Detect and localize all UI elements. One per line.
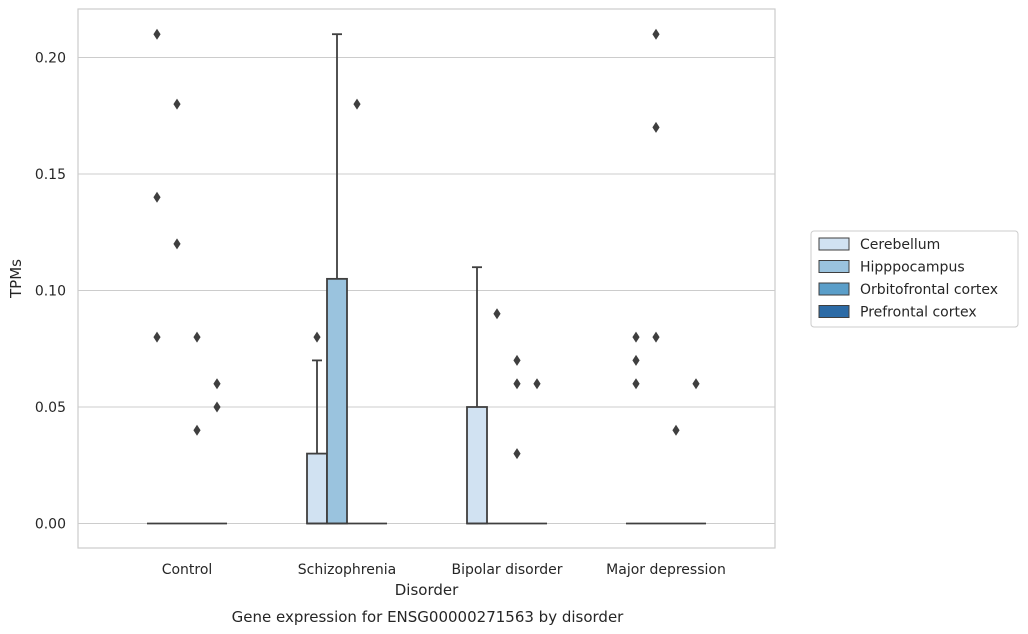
x-tick-label: Major depression bbox=[606, 562, 726, 578]
legend: Cerebellum Hipppocampus Orbitofrontal cort… bbox=[810, 230, 1019, 328]
outlier-point bbox=[513, 354, 521, 366]
outlier-point bbox=[533, 378, 541, 390]
outlier-point bbox=[193, 331, 201, 343]
boxes-layer bbox=[147, 28, 706, 525]
outlier-point bbox=[313, 331, 321, 343]
y-tick-label: 0.20 bbox=[35, 51, 66, 67]
outlier-point bbox=[632, 354, 640, 366]
legend-label: Cerebellum bbox=[860, 237, 940, 253]
box-schizophrenia-hipppocampus bbox=[326, 33, 348, 525]
legend-swatch bbox=[818, 237, 850, 251]
y-axis-label: TPMs bbox=[7, 259, 25, 299]
box-iqr bbox=[306, 452, 328, 525]
box-schizophrenia-cerebellum bbox=[306, 331, 328, 525]
x-axis-label: Disorder bbox=[395, 581, 459, 599]
box-control-hipppocampus bbox=[167, 98, 187, 525]
box-major-depression-cerebellum bbox=[626, 331, 646, 525]
box-control-orbitofrontal-cortex bbox=[187, 331, 207, 525]
outlier-point bbox=[153, 191, 161, 203]
chart-caption: Gene expression for ENSG00000271563 by d… bbox=[232, 608, 625, 626]
box-control-cerebellum bbox=[147, 28, 167, 525]
y-tick-label: 0.05 bbox=[35, 400, 66, 416]
outlier-point bbox=[153, 331, 161, 343]
plot-frame bbox=[77, 8, 776, 549]
box-bipolar-disorder-prefrontal-cortex bbox=[527, 378, 547, 525]
legend-item: Hipppocampus bbox=[818, 260, 965, 276]
x-tick-labels: Control Schizophrenia Bipolar disorder Majo… bbox=[162, 562, 726, 578]
legend-item: Orbitofrontal cortex bbox=[818, 282, 998, 298]
outlier-point bbox=[173, 98, 181, 110]
y-tick-labels: 0.00 0.05 0.10 0.15 0.20 bbox=[35, 51, 66, 533]
box-iqr bbox=[326, 277, 348, 525]
x-tick-label: Bipolar disorder bbox=[451, 562, 562, 578]
x-tick-label: Control bbox=[162, 562, 213, 578]
x-tick-label: Schizophrenia bbox=[298, 562, 396, 578]
legend-swatch bbox=[818, 305, 850, 318]
box-control-prefrontal-cortex bbox=[207, 378, 227, 525]
legend-swatch bbox=[818, 282, 850, 296]
legend-label: Hipppocampus bbox=[860, 260, 965, 276]
y-tick-label: 0.15 bbox=[35, 167, 66, 183]
outlier-point bbox=[173, 238, 181, 250]
y-tick-label: 0.00 bbox=[35, 517, 66, 533]
y-tick-label: 0.10 bbox=[35, 284, 66, 300]
outlier-point bbox=[632, 331, 640, 343]
outlier-point bbox=[153, 28, 161, 40]
box-iqr bbox=[466, 406, 488, 525]
outlier-point bbox=[213, 401, 221, 413]
outlier-point bbox=[652, 331, 660, 343]
grid-lines bbox=[78, 57, 775, 524]
box-schizophrenia-orbitofrontal-cortex bbox=[347, 98, 367, 525]
outlier-point bbox=[652, 121, 660, 133]
outlier-point bbox=[193, 424, 201, 436]
legend-label: Prefrontal cortex bbox=[860, 305, 977, 321]
outlier-point bbox=[353, 98, 361, 110]
legend-frame bbox=[810, 230, 1019, 328]
box-major-depression-prefrontal-cortex bbox=[686, 378, 706, 525]
box-bipolar-disorder-orbitofrontal-cortex bbox=[507, 354, 527, 525]
outlier-point bbox=[513, 448, 521, 460]
outlier-point bbox=[513, 378, 521, 390]
legend-item: Cerebellum bbox=[818, 237, 940, 253]
box-bipolar-disorder-cerebellum bbox=[466, 266, 488, 525]
outlier-point bbox=[493, 308, 501, 320]
legend-item: Prefrontal cortex bbox=[818, 305, 977, 321]
box-bipolar-disorder-hipppocampus bbox=[487, 308, 507, 525]
outlier-point bbox=[632, 378, 640, 390]
box-major-depression-orbitofrontal-cortex bbox=[666, 424, 686, 525]
outlier-point bbox=[213, 378, 221, 390]
legend-label: Orbitofrontal cortex bbox=[860, 282, 998, 298]
outlier-point bbox=[692, 378, 700, 390]
outlier-point bbox=[652, 28, 660, 40]
legend-swatch bbox=[818, 260, 850, 273]
box-major-depression-hipppocampus bbox=[646, 28, 666, 525]
outlier-point bbox=[672, 424, 680, 436]
